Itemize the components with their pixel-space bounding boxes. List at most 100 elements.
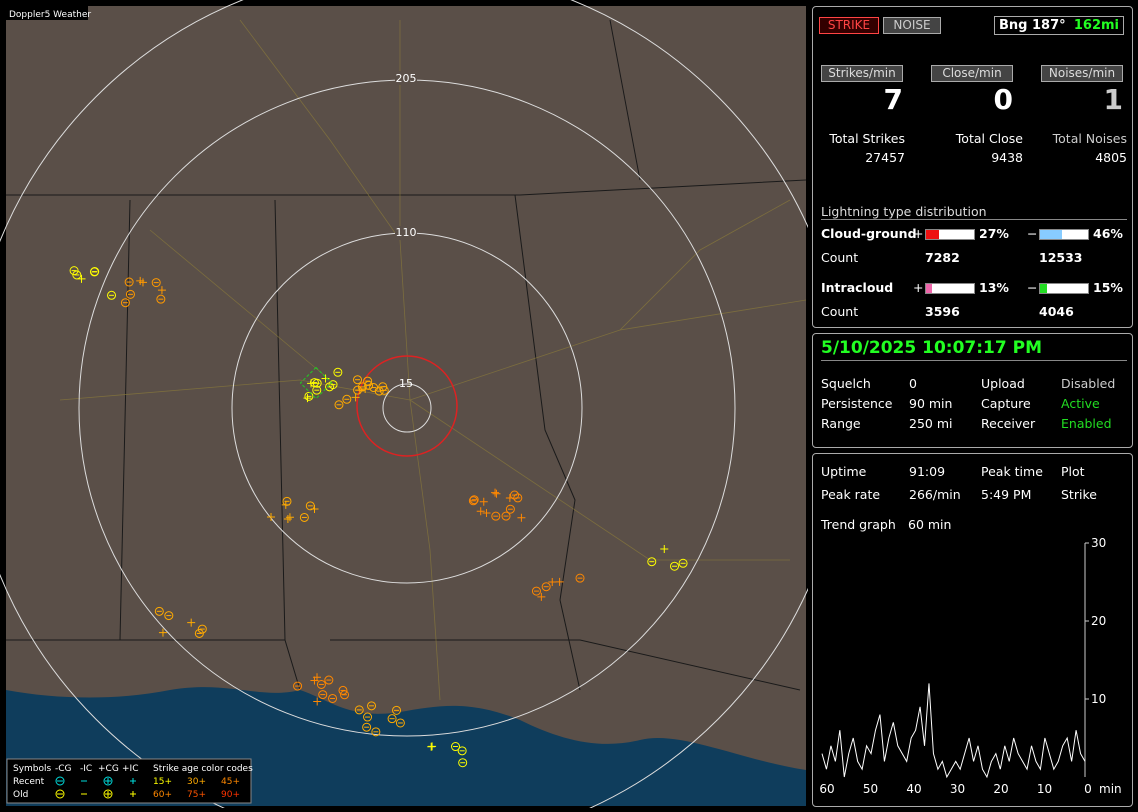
legend-header: -IC [80, 764, 92, 774]
legend-header: +CG [98, 764, 119, 774]
percent-bar [1039, 229, 1089, 240]
marker [392, 705, 402, 715]
marker [154, 606, 164, 616]
marker [387, 714, 397, 724]
strike-button[interactable]: STRIKE [819, 17, 879, 34]
marker [491, 511, 501, 521]
marker [353, 375, 363, 385]
noise-button[interactable]: NOISE [883, 17, 941, 34]
setting: Enabled [1061, 416, 1112, 431]
y-tick-label: 10 [1091, 692, 1106, 706]
marker [124, 277, 134, 287]
marker-plus [285, 513, 294, 522]
percent: 27% [979, 226, 1009, 241]
x-tick-label: 10 [1037, 782, 1052, 796]
legend-header: Symbols [13, 764, 52, 774]
count: 3596 [925, 304, 960, 319]
marker [342, 394, 352, 404]
marker [451, 742, 461, 752]
percent-bar [925, 283, 975, 294]
x-tick-label: 50 [863, 782, 878, 796]
marker [72, 270, 82, 280]
marker-plus [351, 393, 360, 402]
percent-fill [1040, 284, 1048, 293]
stat: Uptime [821, 464, 867, 479]
marker [107, 290, 117, 300]
stat: 5:49 PM [981, 487, 1032, 502]
marker-plus [283, 515, 292, 524]
legend-symbol [55, 789, 65, 799]
rate-label: Strikes/min [821, 65, 903, 82]
total-value: 4805 [1095, 150, 1127, 165]
legend-symbol [130, 778, 136, 784]
marker [353, 385, 363, 395]
legend-symbol [105, 778, 111, 784]
marker-plus [136, 276, 145, 285]
rate-value: 0 [993, 83, 1013, 116]
x-tick-label: 40 [906, 782, 921, 796]
marker-plus [479, 497, 488, 506]
marker [458, 758, 468, 768]
marker-plus [281, 500, 290, 509]
legend-symbol [105, 791, 111, 797]
ring-label: 205 [396, 72, 417, 85]
marker-plus [505, 494, 514, 503]
title-bg [6, 6, 88, 20]
marker [363, 712, 373, 722]
legend: Symbols -CG -IC +CG +IC Strike age color code… [13, 764, 253, 800]
marker [371, 727, 381, 737]
setting: Active [1061, 396, 1100, 411]
legend-age: 60+ [153, 790, 172, 800]
marker-plus [660, 544, 669, 553]
y-tick-label: 20 [1091, 614, 1106, 628]
x-tick-label: 60 [819, 782, 834, 796]
distance: 162mi [1073, 18, 1119, 33]
count: 12533 [1039, 250, 1083, 265]
legend-symbol [103, 776, 113, 786]
setting: Disabled [1061, 376, 1116, 391]
x-tick-label: 30 [950, 782, 965, 796]
marker [468, 496, 478, 506]
marker-plus [313, 697, 322, 706]
marker [367, 701, 377, 711]
marker [647, 557, 657, 567]
marker-plus [157, 286, 166, 295]
percent-fill [1040, 230, 1063, 239]
marker-plus [482, 509, 491, 517]
marker-plus [303, 394, 312, 403]
ring-label: 110 [396, 226, 417, 239]
legend-row-label: Old [13, 790, 28, 800]
marker [357, 382, 367, 392]
marker [333, 367, 343, 377]
count-label: Count [821, 250, 859, 265]
marker [151, 278, 161, 288]
count: 7282 [925, 250, 960, 265]
marker-plus [267, 512, 276, 521]
marker-plus [158, 628, 167, 637]
sign: + [913, 226, 924, 241]
legend-symbol [103, 789, 113, 799]
marker [575, 573, 585, 583]
marker [510, 490, 520, 500]
type-label: Cloud-ground [821, 226, 917, 241]
setting: 250 mi [909, 416, 953, 431]
legend-row-label: Recent [13, 777, 45, 787]
type-label: Intracloud [821, 280, 894, 295]
marker [120, 298, 130, 308]
marker [469, 495, 479, 505]
total-label: Total Close [955, 131, 1023, 146]
trend-label: Trend graph [821, 517, 896, 532]
x-tick-label: 20 [993, 782, 1008, 796]
setting: 0 [909, 376, 917, 391]
marker [363, 376, 373, 386]
setting: 90 min [909, 396, 953, 411]
marker-plus [187, 618, 196, 627]
trend-graph: 30 20 10 60 50 40 30 20 10 0 min [819, 536, 1121, 796]
marker-plus [492, 489, 501, 498]
roads [59, 19, 807, 701]
state-lines [6, 19, 807, 691]
marker-plus [476, 507, 485, 516]
setting: Squelch [821, 376, 871, 391]
percent-bar [925, 229, 975, 240]
sign: − [1027, 226, 1038, 241]
